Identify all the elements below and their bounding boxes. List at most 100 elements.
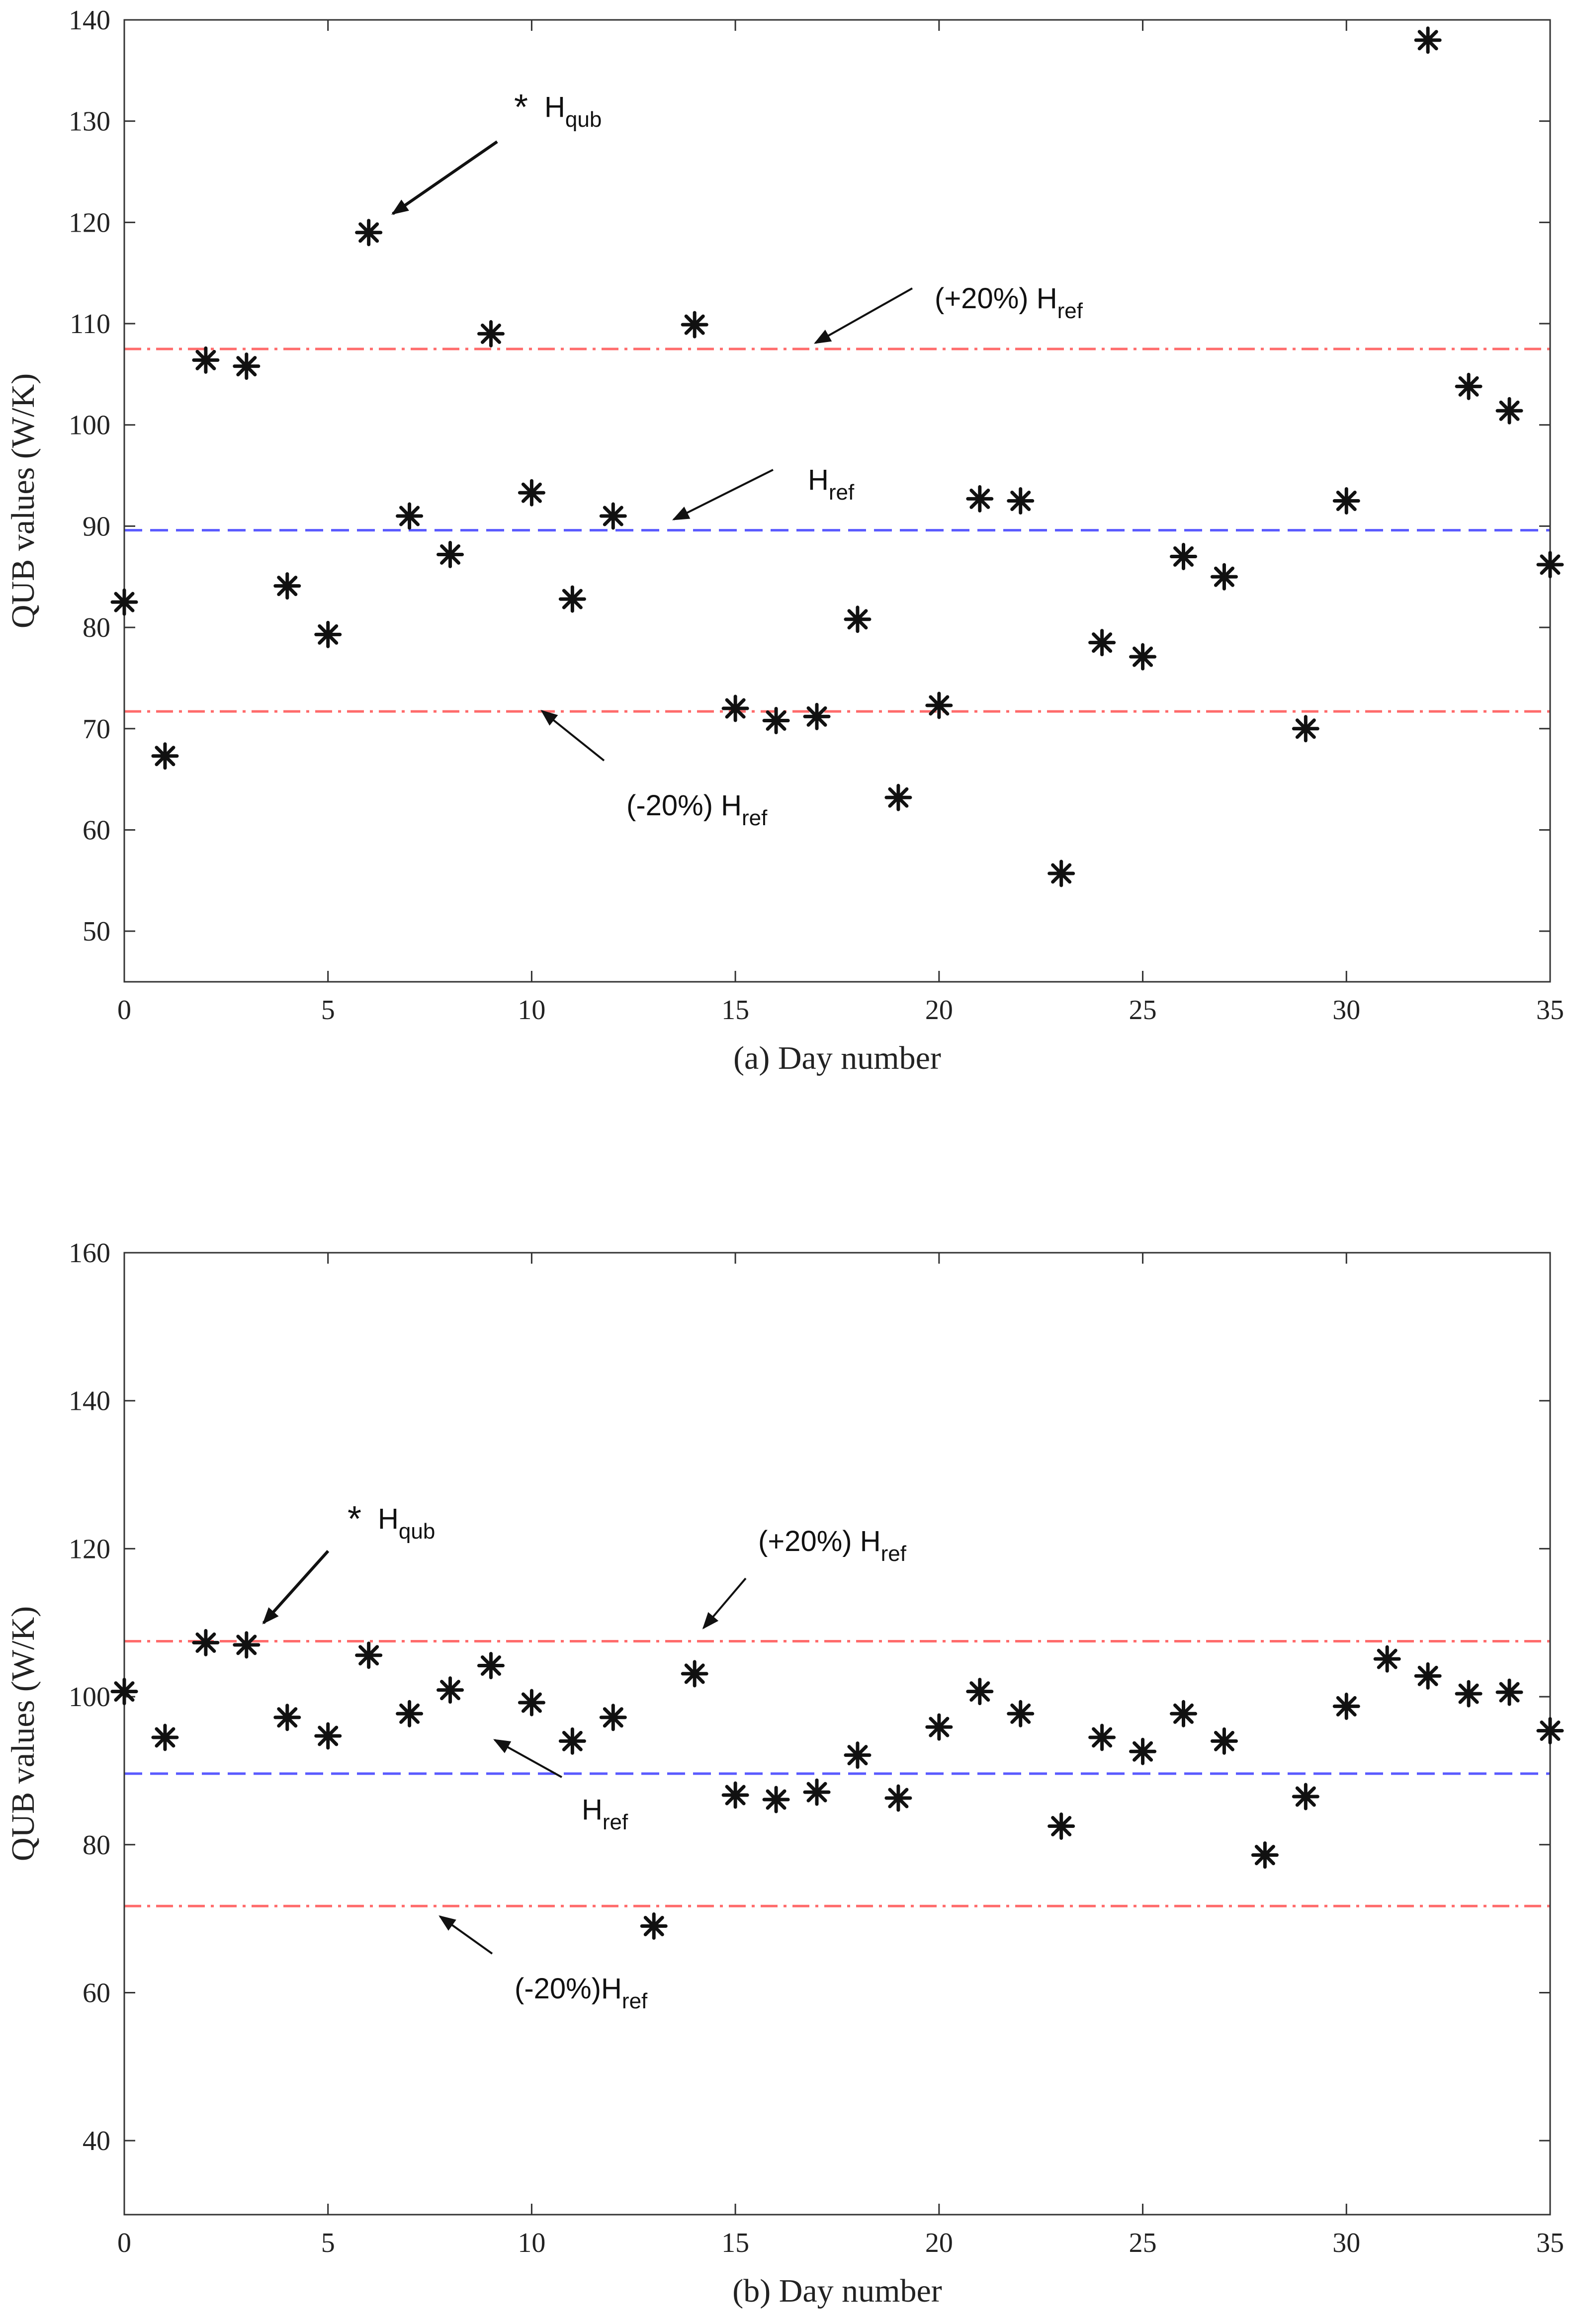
y-tick-label: 60 — [83, 1978, 110, 2008]
data-point-stroke — [1458, 1683, 1479, 1704]
annotation-arrow — [540, 709, 605, 762]
annotation-sub: ref — [1057, 299, 1083, 323]
data-point-stroke — [969, 488, 990, 509]
data-point — [721, 694, 749, 722]
plot-frame — [123, 19, 1551, 983]
data-point-stroke — [399, 506, 420, 526]
data-point — [110, 1678, 138, 1706]
annotation-arrow — [438, 1915, 493, 1955]
data-point — [151, 1723, 179, 1751]
data-point-stroke — [1010, 491, 1031, 511]
annotation-sub: qub — [565, 107, 602, 132]
data-point-stroke — [806, 706, 827, 727]
data-point — [558, 585, 586, 613]
data-point — [762, 706, 790, 734]
data-point-stroke — [440, 544, 461, 565]
data-point-stroke — [1173, 1703, 1194, 1724]
data-point-stroke — [155, 1727, 175, 1748]
data-point-stroke — [1214, 566, 1234, 587]
y-tick-label: 140 — [69, 5, 110, 36]
data-point-stroke — [1051, 863, 1072, 884]
x-tick-label: 30 — [1332, 995, 1360, 1026]
data-point-stroke — [1336, 491, 1357, 511]
data-point-stroke — [480, 1655, 501, 1676]
x-tick-label: 35 — [1536, 2228, 1564, 2258]
x-tick-label: 35 — [1536, 995, 1564, 1026]
y-tick-label: 80 — [83, 612, 110, 643]
data-point-stroke — [603, 506, 623, 526]
data-point-stroke — [929, 695, 950, 716]
data-point-stroke — [1254, 1845, 1275, 1866]
data-point — [314, 1722, 342, 1750]
data-point — [1292, 715, 1319, 743]
x-tick-label: 0 — [117, 995, 131, 1026]
data-point — [599, 1704, 627, 1731]
data-point-stroke — [1295, 1786, 1316, 1807]
y-tick-label: 120 — [69, 207, 110, 238]
data-point — [273, 1704, 301, 1731]
annotation-label: (-20%) Href — [626, 789, 768, 830]
data-point-stroke — [1051, 1816, 1072, 1837]
data-point — [355, 219, 383, 247]
data-point-stroke — [806, 1782, 827, 1803]
y-tick-label: 120 — [69, 1534, 110, 1564]
y-tick-label: 100 — [69, 1682, 110, 1713]
data-point — [1129, 1737, 1157, 1765]
annotation-main: (-20%)H — [515, 1973, 622, 2005]
x-tick-label: 25 — [1129, 995, 1157, 1026]
annotation-main: H — [808, 464, 829, 496]
data-point — [233, 352, 261, 380]
data-point — [966, 1678, 994, 1706]
data-point — [1332, 1692, 1360, 1720]
data-point-stroke — [277, 576, 298, 597]
data-point-stroke — [1458, 376, 1479, 397]
y-tick-label: 140 — [69, 1386, 110, 1417]
y-tick-label: 110 — [70, 309, 110, 340]
annotation-sub: ref — [742, 806, 768, 830]
data-point-stroke — [236, 1635, 257, 1655]
annotation-main: (-20%) H — [626, 789, 742, 822]
annotation-sub: ref — [829, 480, 855, 505]
annotation-star: * — [348, 1499, 361, 1539]
data-point-stroke — [440, 1680, 461, 1701]
x-axis-label: (a) Day number — [733, 1040, 941, 1076]
data-point-stroke — [1010, 1703, 1031, 1724]
data-point — [1210, 563, 1238, 591]
annotation-label: Hqub — [544, 91, 602, 132]
data-point-stroke — [1173, 546, 1194, 567]
data-point — [1007, 487, 1035, 515]
annotation-main: H — [544, 91, 565, 123]
annotation-arrow — [814, 287, 913, 344]
data-point — [396, 502, 424, 530]
x-tick-label: 15 — [721, 995, 749, 1026]
data-point — [925, 691, 953, 719]
data-point-stroke — [847, 609, 868, 630]
x-tick-label: 20 — [925, 995, 953, 1026]
x-tick-label: 10 — [518, 2228, 545, 2258]
data-point — [192, 346, 220, 374]
x-tick-label: 0 — [117, 2228, 131, 2258]
data-point — [1170, 1700, 1198, 1727]
data-point-stroke — [1133, 646, 1153, 667]
annotation-label: (+20%) Href — [758, 1525, 907, 1566]
data-point — [518, 1689, 545, 1717]
x-axis-label: (b) Day number — [732, 2273, 942, 2309]
data-point — [762, 1786, 790, 1813]
y-axis-label: QUB values (W/K) — [5, 373, 41, 628]
data-point — [884, 1784, 912, 1812]
data-point — [1129, 643, 1157, 671]
data-point-stroke — [358, 1645, 379, 1666]
data-point — [1495, 1678, 1523, 1706]
data-point — [803, 1778, 831, 1806]
data-point — [1536, 551, 1564, 579]
data-point-stroke — [1336, 1696, 1357, 1717]
annotation-arrow — [672, 469, 774, 520]
x-tick-label: 20 — [925, 2228, 953, 2258]
data-point-stroke — [888, 787, 909, 808]
data-point — [1414, 26, 1442, 54]
data-point-stroke — [114, 1681, 135, 1702]
annotation-label: Href — [808, 464, 855, 505]
y-tick-label: 40 — [83, 2126, 110, 2156]
chart-panel-b: 0 5 10 15 20 25 30 35 40 60 80 100 120 140 160 (b) Day … — [5, 1238, 1564, 2309]
data-point — [1414, 1662, 1442, 1690]
